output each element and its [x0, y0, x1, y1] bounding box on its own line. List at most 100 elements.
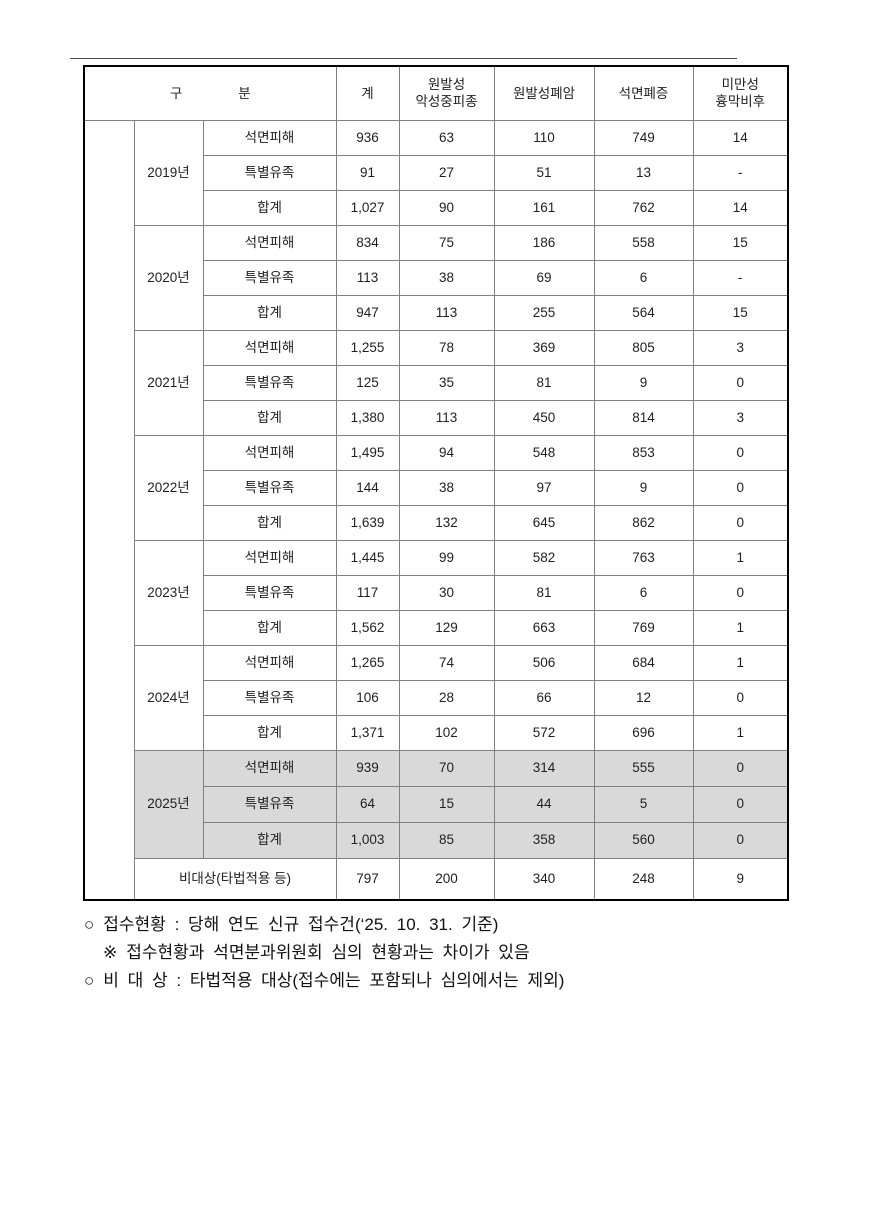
value-cell: 38	[398, 259, 495, 296]
value-cell: 506	[493, 644, 595, 681]
value-cell: 0	[692, 574, 789, 611]
value-cell: 0	[692, 785, 789, 823]
value-cell: 0	[692, 821, 789, 859]
value-cell: 936	[335, 119, 400, 156]
note-text: 접수현황과 석면분과위원회 심의 현황과는 차이가 있음	[126, 943, 530, 962]
value-cell: 81	[493, 364, 595, 401]
col-header-gubun: 구 분	[83, 65, 337, 121]
value-cell: 106	[335, 679, 400, 716]
value-cell: 125	[335, 364, 400, 401]
table-row: 합계 947 113 255 564 15	[84, 294, 789, 331]
table-row: 2020년 석면피해 834 75 186 558 15	[84, 224, 789, 331]
table-row: 비대상(타법적용 등) 797 200 340 248 9	[84, 857, 789, 901]
value-cell: 564	[593, 294, 694, 331]
table-row: 특별유족 91 27 51 13-	[84, 154, 789, 191]
value-cell: 90	[398, 189, 495, 226]
value-cell: 450	[493, 399, 595, 436]
category-cell: 석면피해	[202, 224, 337, 261]
value-cell: 30	[398, 574, 495, 611]
value-cell: -	[692, 154, 789, 191]
note-text: 접수현황 : 당해 연도 신규 접수건(‘25. 10. 31. 기준)	[103, 915, 499, 934]
note-text: 비 대 상 : 타법적용 대상(접수에는 포함되나 심의에서는 제외)	[103, 971, 565, 990]
table-row: 합계 1,027 90 161 762 14	[84, 189, 789, 226]
table-row: 2025년 석면피해 939 70 314 555 0	[84, 749, 789, 859]
value-cell: 0	[692, 679, 789, 716]
category-cell: 특별유족	[202, 364, 337, 401]
value-cell: 582	[493, 539, 595, 576]
value-cell: 797	[335, 857, 400, 901]
value-cell: 81	[493, 574, 595, 611]
value-cell: 66	[493, 679, 595, 716]
value-cell: 70	[398, 749, 495, 787]
value-cell: 27	[398, 154, 495, 191]
value-cell: 14	[692, 119, 789, 156]
value-cell: 3	[692, 329, 789, 366]
value-cell: 0	[692, 504, 789, 541]
value-cell: 14	[692, 189, 789, 226]
note-committee-difference: ※ 접수현황과 석면분과위원회 심의 현황과는 차이가 있음	[103, 939, 804, 967]
value-cell: 15	[398, 785, 495, 823]
table-row: 2024년 석면피해 1,265 74 506 684 1	[84, 644, 789, 751]
value-cell: 939	[335, 749, 400, 787]
note-reception-status: ○ 접수현황 : 당해 연도 신규 접수건(‘25. 10. 31. 기준)	[84, 911, 804, 939]
value-cell: 555	[593, 749, 694, 787]
table-header-row: 구 분 계 원발성 악성중피종 원발성폐암 석면폐증 미만성 흉막비후	[83, 65, 789, 121]
reference-mark-icon: ※	[103, 943, 118, 962]
table-row: 합계 1,380 113 450 814 3	[84, 399, 789, 436]
value-cell: 6	[593, 574, 694, 611]
value-cell: 834	[335, 224, 400, 261]
category-cell: 석면피해	[202, 644, 337, 681]
gubun-left-char: 구	[169, 85, 183, 101]
value-cell: 1	[692, 539, 789, 576]
value-cell: 762	[593, 189, 694, 226]
value-cell: 99	[398, 539, 495, 576]
value-cell: 117	[335, 574, 400, 611]
value-cell: 255	[493, 294, 595, 331]
value-cell: 132	[398, 504, 495, 541]
category-cell: 합계	[202, 399, 337, 436]
value-cell: 696	[593, 714, 694, 751]
value-cell: 35	[398, 364, 495, 401]
category-cell: 특별유족	[202, 259, 337, 296]
category-cell: 석면피해	[202, 434, 337, 471]
value-cell: 0	[692, 434, 789, 471]
value-cell: 9	[593, 364, 694, 401]
value-cell: 113	[398, 294, 495, 331]
table-row: 합계 1,639 132 645 862 0	[84, 504, 789, 541]
category-cell: 합계	[202, 609, 337, 646]
value-cell: 15	[692, 224, 789, 261]
note-exempt-definition: ○ 비 대 상 : 타법적용 대상(접수에는 포함되나 심의에서는 제외)	[84, 967, 804, 995]
year-cell: 2024년	[133, 644, 204, 751]
value-cell: 645	[493, 504, 595, 541]
value-cell: 75	[398, 224, 495, 261]
year-cell: 2022년	[133, 434, 204, 541]
col-header-malignant-mesothelioma: 원발성 악성중피종	[398, 65, 495, 121]
value-cell: 749	[593, 119, 694, 156]
value-cell: 1,371	[335, 714, 400, 751]
value-cell: 129	[398, 609, 495, 646]
value-cell: 684	[593, 644, 694, 681]
value-cell: 1,027	[335, 189, 400, 226]
value-cell: 358	[493, 821, 595, 859]
value-cell: 1,003	[335, 821, 400, 859]
value-cell: 186	[493, 224, 595, 261]
table-row: 합계 1,003 85 358 560 0	[84, 821, 789, 859]
value-cell: 947	[335, 294, 400, 331]
value-cell: 94	[398, 434, 495, 471]
circle-bullet-icon: ○	[84, 971, 95, 990]
value-cell: 85	[398, 821, 495, 859]
value-cell: 5	[593, 785, 694, 823]
value-cell: 763	[593, 539, 694, 576]
col-header-primary-lung-cancer: 원발성폐암	[493, 65, 595, 121]
circle-bullet-icon: ○	[84, 915, 95, 934]
top-horizontal-rule	[70, 58, 737, 59]
category-cell: 합계	[202, 821, 337, 859]
value-cell: 1,495	[335, 434, 400, 471]
category-cell: 특별유족	[202, 574, 337, 611]
col-header-total: 계	[335, 65, 400, 121]
value-cell: 12	[593, 679, 694, 716]
value-cell: 44	[493, 785, 595, 823]
category-cell: 합계	[202, 714, 337, 751]
value-cell: 805	[593, 329, 694, 366]
